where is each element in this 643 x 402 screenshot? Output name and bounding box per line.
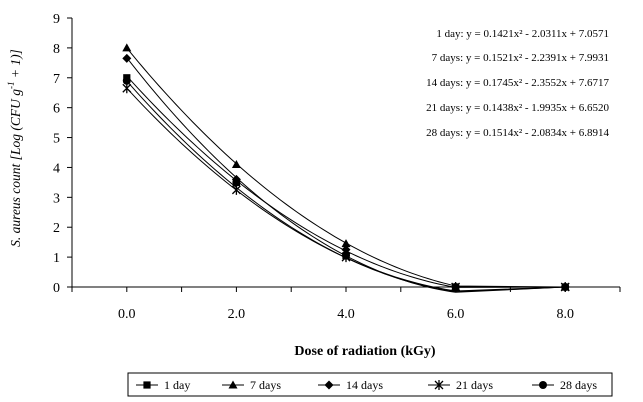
- legend-marker: [434, 380, 444, 390]
- x-tick-label: 8.0: [556, 307, 574, 322]
- x-tick-label: 6.0: [447, 307, 465, 322]
- data-point: [561, 283, 570, 291]
- legend-marker: [228, 380, 238, 389]
- data-point: [232, 178, 241, 187]
- data-point: [342, 251, 350, 260]
- fit-curve: [126, 80, 566, 293]
- legend-box: [127, 372, 613, 397]
- y-tick-label: 8: [53, 42, 60, 57]
- data-point: [122, 76, 131, 85]
- y-tick-label: 1: [53, 251, 60, 266]
- legend: 1 day 7 days 14 days 21 days 28 days: [127, 372, 613, 397]
- legend-label: 21 days: [456, 378, 493, 392]
- y-tick-label: 7: [53, 72, 60, 87]
- y-tick-label: 0: [53, 281, 60, 296]
- y-axis-title-exponent: -1: [6, 82, 16, 90]
- y-axis-title: S. aureus count [Log (CFU g-1 + 1)]: [6, 49, 23, 247]
- data-point: [341, 245, 351, 255]
- data-point: [451, 283, 460, 291]
- legend-label: 1 day: [164, 378, 190, 392]
- legend-marker: [324, 380, 334, 390]
- x-tick-label: 4.0: [337, 307, 355, 322]
- legend-label: 7 days: [250, 378, 281, 392]
- x-tick-label: 0.0: [118, 307, 136, 322]
- equation-label: 1 day: y = 0.1421x² - 2.0311x + 7.0571: [436, 28, 609, 40]
- data-point: [231, 184, 241, 195]
- y-tick-label: 6: [53, 102, 60, 117]
- equation-annotations: 1 day: y = 0.1421x² - 2.0311x + 7.0571 7 …: [426, 28, 609, 139]
- fit-curve: [126, 47, 566, 288]
- y-axis-title-tail: + 1)]: [8, 49, 23, 81]
- x-axis-title: Dose of radiation (kGy): [294, 344, 436, 359]
- equation-label: 14 days: y = 0.1745x² - 2.3552x + 7.6717: [426, 77, 609, 89]
- y-tick-label: 4: [53, 161, 60, 176]
- fit-curve: [126, 87, 566, 292]
- equation-label: 7 days: y = 0.1521x² - 2.2391x + 7.9931: [432, 52, 609, 64]
- equation-label: 28 days: y = 0.1514x² - 2.0834x + 6.8914: [426, 127, 609, 139]
- fit-curves: [126, 47, 566, 293]
- data-point: [122, 83, 132, 94]
- x-tick-label: 2.0: [228, 307, 246, 322]
- legend-label: 28 days: [560, 378, 597, 392]
- legend-marker: [143, 381, 151, 389]
- equation-label: 21 days: y = 0.1438x² - 1.9935x + 6.6520: [426, 102, 609, 114]
- data-point: [122, 43, 132, 52]
- data-point: [122, 53, 132, 63]
- y-tick-label: 9: [53, 12, 60, 27]
- y-axis-title-unit: [Log (CFU g: [8, 89, 23, 161]
- legend-marker: [539, 381, 547, 389]
- legend-label: 14 days: [346, 378, 383, 392]
- data-markers: [122, 43, 570, 292]
- y-tick-label: 3: [53, 191, 60, 206]
- data-point: [341, 239, 351, 248]
- data-point: [231, 159, 241, 168]
- y-axis-title-organism: S. aureus count: [8, 160, 23, 247]
- y-tick-label: 5: [53, 132, 60, 147]
- fit-curve: [126, 75, 566, 288]
- y-tick-label: 2: [53, 221, 60, 236]
